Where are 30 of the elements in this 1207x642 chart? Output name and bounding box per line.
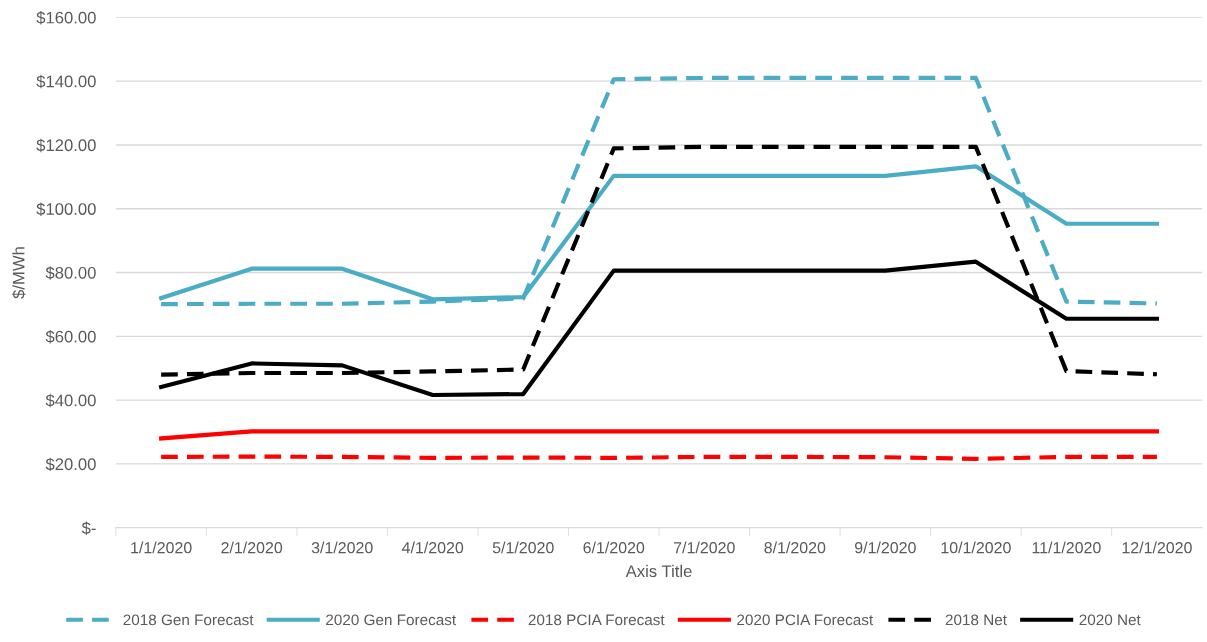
x-tick-label: 7/1/2020 xyxy=(674,541,735,554)
x-tick-label: 5/1/2020 xyxy=(492,541,554,554)
y-axis-title: $/MWh xyxy=(12,247,26,299)
y-tick-label: $40.00 xyxy=(45,393,96,408)
legend-label: 2018 Net xyxy=(945,614,1007,626)
y-tick-label: $80.00 xyxy=(45,266,96,280)
y-tick-label: $100.00 xyxy=(36,202,96,216)
legend-label: 2020 PCIA Forecast xyxy=(737,614,874,626)
x-tick-label: 2/1/2020 xyxy=(221,541,283,554)
x-tick-label: 3/1/2020 xyxy=(311,541,373,554)
y-tick-label: $120.00 xyxy=(36,138,96,153)
x-tick-label: 11/1/2020 xyxy=(1032,541,1101,554)
y-tick-label: $- xyxy=(81,521,96,535)
line-series xyxy=(159,75,1159,307)
x-tick-label: 4/1/2020 xyxy=(401,541,464,554)
x-tick-label: 12/1/2020 xyxy=(1122,541,1192,554)
y-tick-label: $140.00 xyxy=(36,74,96,89)
x-tick-label: 9/1/2020 xyxy=(855,541,916,554)
legend-label: 2018 PCIA Forecast xyxy=(528,614,665,626)
legend-label: 2018 Gen Forecast xyxy=(123,614,254,626)
y-tick-label: $20.00 xyxy=(45,457,96,472)
x-tick-label: 10/1/2020 xyxy=(941,541,1011,554)
x-axis-title: Axis Title xyxy=(625,564,692,578)
x-tick-label: 1/1/2020 xyxy=(131,541,192,554)
x-tick-label: 6/1/2020 xyxy=(583,541,645,554)
x-tick-label: 8/1/2020 xyxy=(764,541,826,554)
y-tick-label: $160.00 xyxy=(36,11,96,25)
y-tick-label: $60.00 xyxy=(45,330,96,344)
legend-label: 2020 Gen Forecast xyxy=(326,614,457,626)
legend-label: 2020 Net xyxy=(1079,614,1141,626)
